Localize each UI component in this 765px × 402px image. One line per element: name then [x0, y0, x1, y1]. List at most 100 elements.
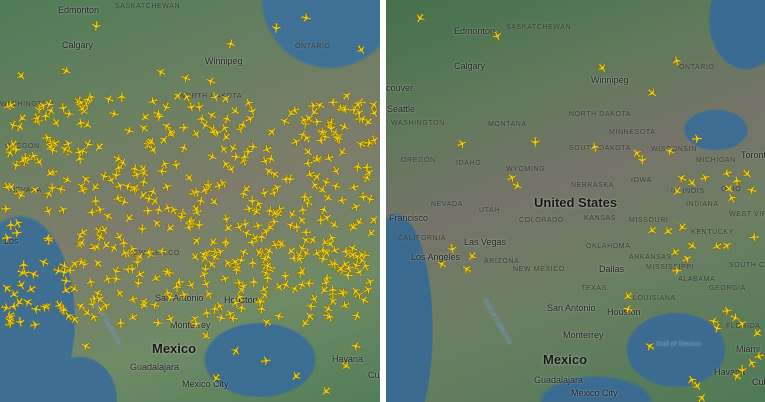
airplane-icon[interactable]: [235, 301, 248, 314]
airplane-icon[interactable]: [337, 297, 353, 313]
airplane-icon[interactable]: [169, 158, 183, 172]
airplane-icon[interactable]: [6, 286, 23, 303]
airplane-icon[interactable]: [339, 103, 351, 115]
airplane-icon[interactable]: [41, 164, 58, 181]
airplane-icon[interactable]: [54, 182, 69, 197]
airplane-icon[interactable]: [339, 244, 353, 258]
airplane-icon[interactable]: [183, 277, 199, 293]
airplane-icon[interactable]: [1, 98, 17, 114]
airplane-icon[interactable]: [237, 181, 254, 198]
airplane-icon[interactable]: [121, 210, 138, 227]
airplane-icon[interactable]: [334, 144, 351, 161]
airplane-icon[interactable]: [366, 96, 380, 113]
airplane-icon[interactable]: [213, 311, 228, 326]
airplane-icon[interactable]: [48, 115, 65, 132]
airplane-icon[interactable]: [179, 88, 196, 105]
airplane-icon[interactable]: [283, 172, 297, 186]
airplane-icon[interactable]: [0, 280, 15, 297]
airplane-icon[interactable]: [345, 247, 362, 264]
airplane-icon[interactable]: [350, 96, 367, 113]
airplane-icon[interactable]: [178, 122, 190, 134]
airplane-icon[interactable]: [287, 281, 303, 297]
airplane-icon[interactable]: [151, 107, 166, 122]
airplane-icon[interactable]: [636, 154, 648, 166]
airplane-icon[interactable]: [111, 285, 128, 302]
airplane-icon[interactable]: [28, 318, 42, 332]
airplane-icon[interactable]: [55, 203, 71, 219]
airplane-icon[interactable]: [74, 234, 91, 251]
airplane-icon[interactable]: [348, 258, 363, 273]
airplane-icon[interactable]: [190, 318, 202, 330]
airplane-icon[interactable]: [323, 115, 338, 130]
airplane-icon[interactable]: [40, 131, 53, 144]
airplane-icon[interactable]: [162, 289, 178, 305]
airplane-icon[interactable]: [222, 306, 238, 322]
airplane-icon[interactable]: [137, 175, 151, 189]
airplane-icon[interactable]: [747, 230, 760, 243]
airplane-icon[interactable]: [257, 258, 274, 275]
airplane-icon[interactable]: [197, 117, 213, 133]
airplane-icon[interactable]: [187, 249, 204, 266]
airplane-icon[interactable]: [316, 281, 333, 298]
airplane-icon[interactable]: [327, 96, 339, 108]
airplane-icon[interactable]: [136, 222, 149, 235]
airplane-icon[interactable]: [338, 88, 355, 105]
airplane-icon[interactable]: [295, 127, 311, 143]
airplane-icon[interactable]: [51, 263, 66, 278]
airplane-icon[interactable]: [116, 91, 128, 103]
airplane-icon[interactable]: [302, 166, 318, 182]
airplane-icon[interactable]: [206, 193, 223, 210]
airplane-icon[interactable]: [358, 258, 374, 274]
airplane-icon[interactable]: [267, 186, 282, 201]
airplane-icon[interactable]: [200, 286, 216, 302]
airplane-icon[interactable]: [132, 266, 149, 283]
airplane-icon[interactable]: [205, 124, 221, 140]
airplane-icon[interactable]: [92, 229, 109, 246]
airplane-icon[interactable]: [125, 262, 138, 275]
airplane-icon[interactable]: [294, 266, 308, 280]
airplane-icon[interactable]: [145, 93, 161, 109]
airplane-icon[interactable]: [220, 112, 235, 127]
airplane-icon[interactable]: [247, 229, 264, 246]
airplane-icon[interactable]: [5, 219, 17, 231]
airplane-icon[interactable]: [170, 281, 183, 294]
airplane-icon[interactable]: [691, 133, 704, 146]
airplane-icon[interactable]: [188, 126, 205, 143]
airplane-icon[interactable]: [156, 244, 170, 258]
airplane-icon[interactable]: [296, 112, 312, 128]
airplane-icon[interactable]: [242, 111, 258, 127]
airplane-icon[interactable]: [341, 268, 354, 281]
airplane-icon[interactable]: [320, 189, 337, 206]
airplane-icon[interactable]: [322, 119, 337, 134]
airplane-icon[interactable]: [309, 151, 325, 167]
airplane-icon[interactable]: [121, 124, 136, 139]
airplane-icon[interactable]: [225, 140, 241, 156]
airplane-icon[interactable]: [2, 179, 18, 195]
airplane-icon[interactable]: [193, 219, 205, 231]
airplane-icon[interactable]: [91, 290, 108, 307]
airplane-icon[interactable]: [58, 282, 75, 299]
airplane-icon[interactable]: [295, 277, 310, 292]
airplane-icon[interactable]: [351, 160, 365, 174]
airplane-icon[interactable]: [29, 110, 45, 126]
airplane-icon[interactable]: [0, 300, 13, 315]
airplane-icon[interactable]: [349, 308, 364, 323]
airplane-icon[interactable]: [303, 277, 316, 290]
airplane-icon[interactable]: [66, 280, 82, 296]
airplane-icon[interactable]: [125, 292, 140, 307]
airplane-icon[interactable]: [159, 118, 175, 134]
airplane-icon[interactable]: [272, 308, 286, 322]
airplane-icon[interactable]: [262, 272, 275, 285]
airplane-icon[interactable]: [333, 100, 349, 116]
airplane-icon[interactable]: [220, 254, 237, 271]
airplane-icon[interactable]: [183, 100, 197, 114]
airplane-icon[interactable]: [62, 107, 76, 121]
airplane-icon[interactable]: [10, 144, 22, 156]
airplane-icon[interactable]: [59, 274, 73, 288]
airplane-icon[interactable]: [251, 195, 267, 211]
airplane-icon[interactable]: [111, 229, 127, 245]
airplane-icon[interactable]: [137, 109, 154, 126]
airplane-icon[interactable]: [29, 302, 43, 316]
airplane-icon[interactable]: [42, 232, 54, 244]
airplane-icon[interactable]: [147, 297, 162, 312]
